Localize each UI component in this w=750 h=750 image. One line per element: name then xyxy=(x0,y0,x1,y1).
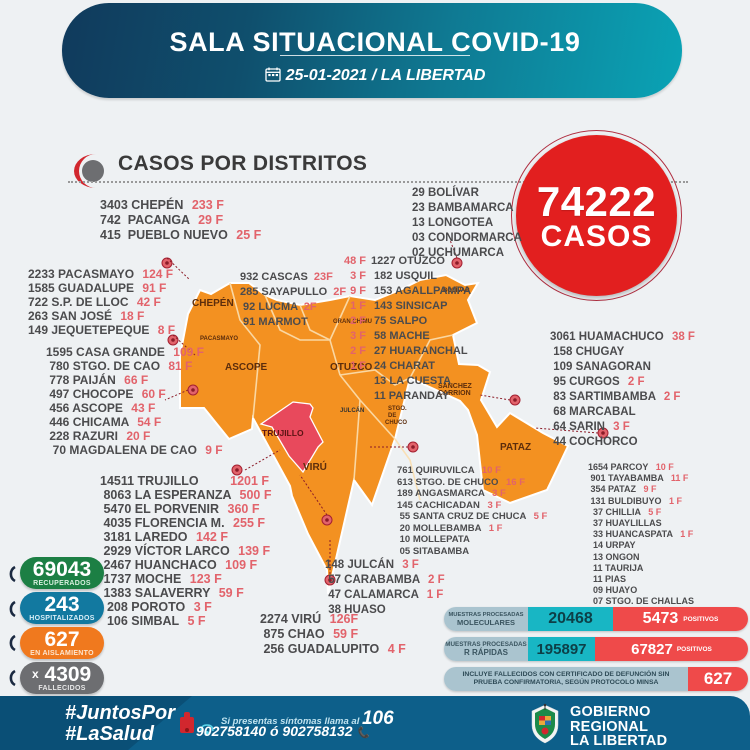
svg-text:DE: DE xyxy=(388,413,396,419)
svg-text:PATAZ: PATAZ xyxy=(500,442,531,453)
svg-text:VIRÚ: VIRÚ xyxy=(303,460,327,473)
svg-text:ASCOPE: ASCOPE xyxy=(225,362,268,373)
svg-text:JULCÁN: JULCÁN xyxy=(340,407,364,414)
svg-text:TRUJILLO: TRUJILLO xyxy=(262,428,304,438)
svg-text:CHUCO: CHUCO xyxy=(385,420,407,426)
svg-text:CHEPÉN: CHEPÉN xyxy=(192,296,234,309)
svg-text:STGO.: STGO. xyxy=(388,406,407,412)
svg-text:PACASMAYO: PACASMAYO xyxy=(200,336,238,342)
